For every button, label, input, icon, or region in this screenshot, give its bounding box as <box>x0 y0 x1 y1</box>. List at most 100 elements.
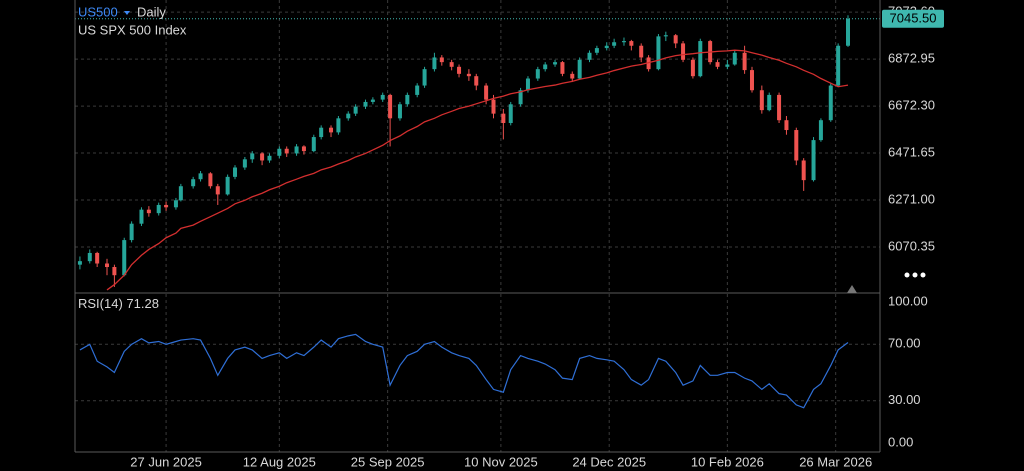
grid-layer <box>75 0 880 452</box>
candle-body <box>346 113 351 119</box>
candle-body <box>466 73 471 77</box>
indicator-label: RSI(14) 71.28 <box>78 296 159 311</box>
candle-body <box>767 94 772 111</box>
x-tick-label: 10 Nov 2025 <box>464 454 538 469</box>
candle-body <box>639 45 644 58</box>
chart-title: US SPX 500 Index <box>78 22 187 37</box>
candle-body <box>208 173 213 187</box>
indicator-last-value: 71.28 <box>126 296 159 311</box>
menu-dot[interactable] <box>912 272 918 278</box>
candle-body <box>759 90 764 111</box>
indicator-line <box>79 333 849 409</box>
candle-body <box>215 186 220 195</box>
candle-body <box>818 120 823 141</box>
candle-body <box>457 66 462 74</box>
candle-body <box>191 179 196 187</box>
candle-body <box>233 167 238 177</box>
candle-body <box>363 101 368 107</box>
candle-body <box>784 120 789 131</box>
candle-body <box>508 104 513 124</box>
moving-average-line <box>106 49 849 291</box>
candle-body <box>811 140 816 181</box>
x-tick-label: 12 Aug 2025 <box>243 454 316 469</box>
y-tick-label: 6070.35 <box>888 238 935 253</box>
candle-body <box>329 127 334 133</box>
candle-body <box>415 85 420 95</box>
candle-body <box>836 45 841 86</box>
candle-body <box>725 64 730 67</box>
candle-body <box>87 252 92 262</box>
indicator-tick-label: 30.00 <box>888 392 921 407</box>
candle-body <box>690 59 695 77</box>
candle-body <box>95 252 100 264</box>
candle-body <box>277 148 282 156</box>
candle-body <box>319 127 324 138</box>
interval[interactable]: Daily <box>137 4 166 19</box>
candle-body <box>491 99 496 114</box>
candle-body <box>629 41 634 46</box>
y-tick-label: 6271.00 <box>888 191 935 206</box>
y-tick-label: 6872.95 <box>888 51 935 66</box>
candle-body <box>681 43 686 60</box>
candle-body <box>432 57 437 70</box>
candle-body <box>646 57 651 70</box>
candle-body <box>336 118 341 133</box>
candle-body <box>673 35 678 44</box>
candle-body <box>146 209 151 214</box>
symbol-dropdown-icon[interactable] <box>124 11 130 15</box>
candle-body <box>553 62 558 65</box>
candle-body <box>715 62 720 67</box>
candle-body <box>621 41 626 43</box>
candle-body <box>112 267 117 276</box>
candle-body <box>77 261 82 265</box>
candle-body <box>828 85 833 121</box>
candle-body <box>656 36 661 70</box>
menu-dot[interactable] <box>920 272 926 278</box>
candle-body <box>164 204 169 208</box>
candle-body <box>294 146 299 154</box>
candle-body <box>474 76 479 86</box>
candle-body <box>311 137 316 152</box>
candle-body <box>122 240 127 276</box>
candle-body <box>178 186 183 201</box>
candle-body <box>397 104 402 119</box>
candle-body <box>543 64 548 70</box>
candle-body <box>301 146 306 152</box>
candle-body <box>501 113 506 124</box>
candle-body <box>250 153 255 160</box>
scroll-marker[interactable] <box>847 285 857 293</box>
candle-body <box>449 62 454 67</box>
indicator-tick-label: 70.00 <box>888 336 921 351</box>
candle-body <box>577 59 582 79</box>
candle-body <box>405 94 410 105</box>
menu-dot[interactable] <box>904 272 910 278</box>
candle-body <box>129 223 134 241</box>
y-tick-label: 6672.30 <box>888 98 935 113</box>
candle-body <box>156 204 161 214</box>
indicator-name: RSI(14) <box>78 296 123 311</box>
candle-body <box>388 94 393 119</box>
candle-body <box>749 70 754 91</box>
x-tick-label: 26 Mar 2026 <box>799 454 872 469</box>
candle-body <box>242 159 247 168</box>
y-tick-label: 6471.65 <box>888 144 935 159</box>
candle-body <box>173 200 178 208</box>
x-tick-label: 10 Feb 2026 <box>691 454 764 469</box>
x-tick-label: 27 Jun 2025 <box>130 454 202 469</box>
symbol[interactable]: US500 <box>78 4 118 19</box>
candle-body <box>535 69 540 79</box>
x-tick-label: 24 Dec 2025 <box>572 454 646 469</box>
label-layer: 27 Jun 2025 12 Aug 2025 25 Sep 2025 10 Nov … <box>130 4 944 469</box>
candle-body <box>732 52 737 65</box>
candle-body <box>594 48 599 53</box>
indicator-tick-label: 100.00 <box>888 293 928 308</box>
candle-body <box>439 57 444 63</box>
candle-body <box>260 153 265 161</box>
candle-body <box>612 42 617 46</box>
candle-body <box>370 99 375 102</box>
candle-body <box>525 78 530 91</box>
candle-body <box>794 130 799 161</box>
candle-body <box>587 52 592 60</box>
candle-body <box>484 85 489 100</box>
